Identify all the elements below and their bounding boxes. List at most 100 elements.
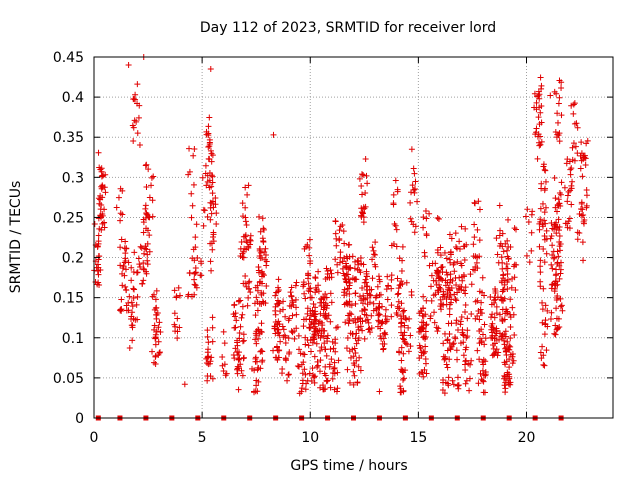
- data-point: [375, 312, 382, 319]
- data-point: [390, 201, 397, 208]
- data-point: [394, 188, 401, 195]
- data-point: [308, 348, 315, 355]
- data-point: [549, 242, 556, 249]
- data-point: [454, 374, 461, 381]
- data-point: [176, 292, 183, 299]
- data-point: [239, 311, 246, 318]
- data-point: [556, 138, 563, 145]
- data-point: [408, 218, 415, 225]
- data-point: [231, 301, 238, 308]
- data-point: [398, 344, 405, 351]
- data-point: [473, 259, 480, 266]
- data-point: [525, 219, 532, 226]
- data-point: [315, 320, 322, 327]
- data-point: [339, 222, 346, 229]
- data-point: [285, 317, 292, 324]
- data-point: [401, 307, 408, 314]
- data-point: [320, 306, 327, 313]
- data-point: [501, 337, 508, 344]
- data-point: [474, 347, 481, 354]
- data-point: [306, 285, 313, 292]
- data-point: [422, 208, 429, 215]
- data-point: [198, 258, 205, 265]
- data-point: [122, 283, 129, 290]
- data-point: [276, 332, 283, 339]
- data-point: [346, 280, 353, 287]
- data-point: [401, 375, 408, 382]
- data-point: [237, 361, 244, 368]
- data-point: [256, 253, 263, 260]
- data-point: [260, 225, 267, 232]
- data-point: [434, 214, 441, 221]
- data-point: [468, 357, 475, 364]
- data-point: [122, 250, 129, 257]
- data-point: [432, 291, 439, 298]
- data-point: [317, 334, 324, 341]
- data-point: [555, 315, 562, 322]
- data-point: [152, 296, 159, 303]
- data-point: [334, 269, 341, 276]
- data-point: [540, 361, 547, 368]
- data-point: [240, 331, 247, 338]
- data-point: [153, 328, 160, 335]
- data-point: [533, 106, 540, 113]
- data-point: [492, 296, 499, 303]
- data-point: [408, 292, 415, 299]
- data-point: [539, 343, 546, 350]
- data-point: [133, 301, 140, 308]
- data-point: [332, 256, 339, 263]
- data-point: [144, 251, 151, 258]
- data-point: [364, 180, 371, 187]
- data-point: [171, 287, 178, 294]
- data-point: [536, 121, 543, 128]
- data-point: [91, 221, 98, 228]
- x-tick-label: 10: [301, 430, 319, 446]
- data-point: [259, 348, 266, 355]
- data-point: [332, 218, 339, 225]
- data-point: [351, 345, 358, 352]
- data-point: [503, 352, 510, 359]
- data-point: [125, 62, 132, 69]
- data-point: [551, 330, 558, 337]
- data-point: [462, 301, 469, 308]
- data-point: [554, 325, 561, 332]
- data-point: [583, 202, 590, 209]
- data-point: [420, 214, 427, 221]
- data-point: [476, 356, 483, 363]
- data-point: [173, 293, 180, 300]
- data-point: [95, 264, 102, 271]
- data-point: [401, 322, 408, 329]
- data-point: [304, 271, 311, 278]
- data-point: [354, 316, 361, 323]
- data-point: [427, 313, 434, 320]
- data-point: [535, 131, 542, 138]
- data-point: [539, 299, 546, 306]
- data-point: [388, 313, 395, 320]
- data-point: [142, 245, 149, 252]
- data-point: [293, 279, 300, 286]
- data-point: [144, 261, 151, 268]
- data-point: [304, 310, 311, 317]
- data-point: [426, 262, 433, 269]
- data-point: [453, 281, 460, 288]
- data-point: [478, 310, 485, 317]
- data-point: [490, 342, 497, 349]
- data-point: [149, 197, 156, 204]
- data-point: [192, 234, 199, 241]
- data-point: [537, 263, 544, 270]
- y-tick-label: 0.05: [53, 371, 84, 387]
- data-point: [207, 147, 214, 154]
- data-point: [402, 367, 409, 374]
- data-point: [507, 296, 514, 303]
- data-point: [142, 162, 149, 169]
- data-point: [176, 324, 183, 331]
- data-point: [213, 210, 220, 217]
- data-point: [570, 110, 577, 117]
- data-point: [331, 370, 338, 377]
- data-point: [208, 267, 215, 274]
- data-point: [374, 283, 381, 290]
- data-point: [451, 291, 458, 298]
- data-point: [444, 364, 451, 371]
- data-point: [457, 260, 464, 267]
- data-point: [418, 369, 425, 376]
